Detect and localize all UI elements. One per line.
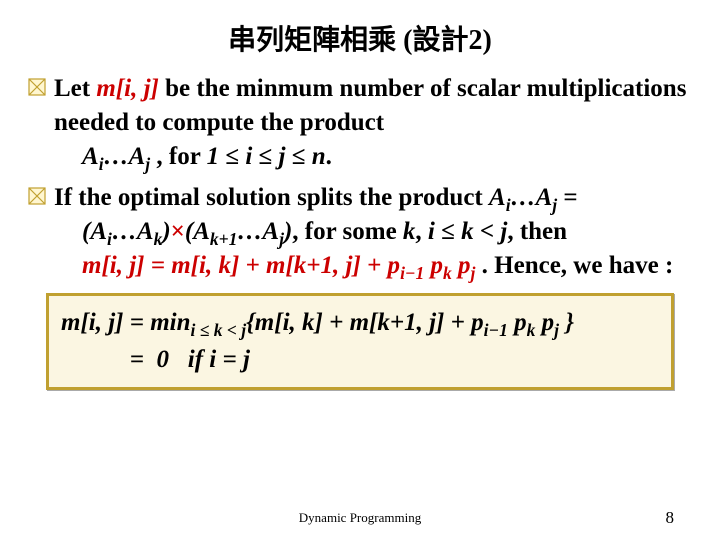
pk: p — [431, 252, 444, 279]
ell3: … — [237, 218, 262, 245]
Ak: A — [137, 218, 154, 245]
bullet-2-line2: (Ai…Ak)×(Ak+1…Aj), for some k, i ≤ k < j… — [54, 215, 692, 249]
ell2: … — [112, 218, 137, 245]
title-cjk: 串列矩陣相乘 — [228, 25, 396, 56]
b2-p1: If the optimal solution splits the produ… — [54, 184, 489, 211]
bullet-1: Let m[i, j] be the minmum number of scal… — [28, 72, 692, 173]
f-sj: j — [554, 320, 559, 340]
dot1: . — [326, 143, 332, 170]
one: 1 — [207, 143, 220, 170]
formula-line-2: = 0 if i = j — [61, 341, 659, 379]
sj3: j — [471, 263, 476, 283]
A2: A — [129, 143, 146, 170]
b2-ell: … — [511, 184, 536, 211]
kvar2: k — [461, 218, 474, 245]
sj2: j — [279, 229, 284, 249]
le2: ≤ — [252, 143, 278, 170]
star-bullet-icon — [28, 78, 46, 96]
forsome: , for some — [292, 218, 403, 245]
let-text: Let — [54, 75, 96, 102]
b2-eq: = — [557, 184, 578, 211]
footer-text: Dynamic Programming — [0, 510, 720, 526]
f-range: i ≤ k < j — [191, 320, 247, 340]
f-pj: p — [542, 309, 555, 336]
f-pi1: i−1 — [484, 320, 508, 340]
f-l1c: } — [559, 309, 574, 336]
m-eq: m[i, j] = m[i, k] + m[k+1, j] + p — [82, 252, 400, 279]
pi1: i−1 — [400, 263, 424, 283]
comma: , — [415, 218, 428, 245]
star-bullet-icon-2 — [28, 187, 46, 205]
times: × — [171, 218, 185, 245]
nvar: n — [312, 143, 326, 170]
Aj2: A — [262, 218, 279, 245]
le4: ≤ — [435, 218, 461, 245]
bullet-2-body: If the optimal solution splits the produ… — [54, 181, 692, 282]
pj: p — [458, 252, 471, 279]
f-pk: p — [514, 309, 527, 336]
slide-title: 串列矩陣相乘 (設計2) — [28, 18, 692, 58]
sk: k — [154, 229, 163, 249]
ell1: … — [104, 143, 129, 170]
m-ij: m[i, j] — [96, 75, 159, 102]
le3: ≤ — [285, 143, 311, 170]
rp: ) — [162, 218, 170, 245]
bullet-2-line3: m[i, j] = m[i, k] + m[k+1, j] + pi−1 pk … — [54, 249, 692, 283]
lp2: ( — [185, 218, 193, 245]
bullet-1-line2: Ai…Aj , for 1 ≤ i ≤ j ≤ n. — [54, 140, 692, 174]
f-l1b: {m[i, k] + m[k+1, j] + p — [246, 309, 484, 336]
Ai2: A — [90, 218, 107, 245]
b2-Aj: A — [536, 184, 553, 211]
bullet-2: If the optimal solution splits the produ… — [28, 181, 692, 282]
A1: A — [82, 143, 99, 170]
b2-si: i — [506, 195, 511, 215]
Ak1: A — [193, 218, 210, 245]
ivar2: i — [428, 218, 435, 245]
f-l1a: m[i, j] = min — [61, 309, 191, 336]
sk2: k — [443, 263, 452, 283]
title-paren: (設計2) — [403, 25, 492, 56]
for-text: , for — [150, 143, 206, 170]
lt: < — [474, 218, 501, 245]
sk1: k+1 — [210, 229, 237, 249]
page-number: 8 — [666, 508, 675, 528]
sub-i: i — [99, 154, 104, 174]
formula-box: m[i, j] = mini ≤ k < j{m[i, k] + m[k+1, … — [46, 293, 674, 390]
slide-container: 串列矩陣相乘 (設計2) Let m[i, j] be the minmum n… — [0, 0, 720, 390]
f-sk: k — [527, 320, 536, 340]
b2-Ai: A — [489, 184, 506, 211]
formula-line-1: m[i, j] = mini ≤ k < j{m[i, k] + m[k+1, … — [61, 304, 659, 342]
bullet-1-body: Let m[i, j] be the minmum number of scal… — [54, 72, 692, 173]
b2-sj: j — [552, 195, 557, 215]
sub-j: j — [145, 154, 150, 174]
hence: . Hence, we have : — [475, 252, 673, 279]
then: , then — [507, 218, 567, 245]
si2: i — [107, 229, 112, 249]
kvar: k — [403, 218, 416, 245]
le1: ≤ — [219, 143, 245, 170]
